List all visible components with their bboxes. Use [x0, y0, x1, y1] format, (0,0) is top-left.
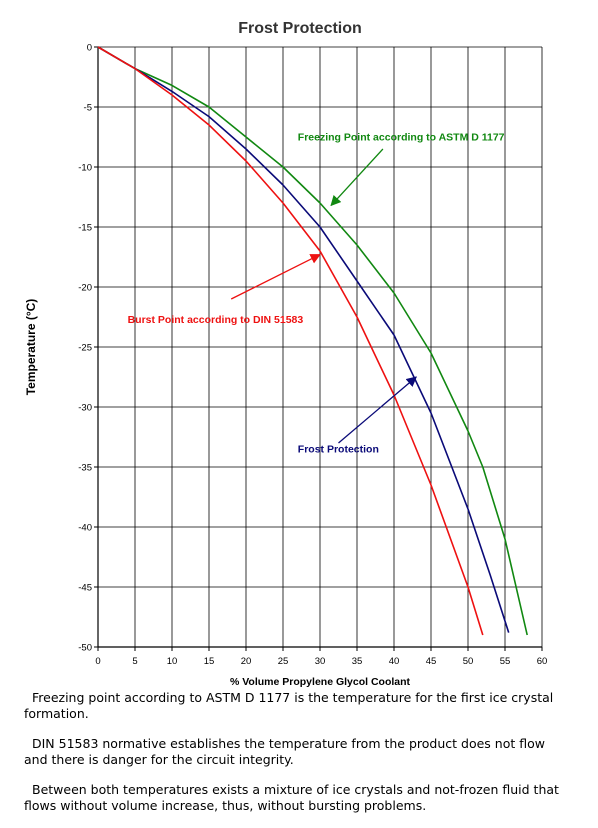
grid — [94, 46, 543, 651]
note-astm: Freezing point according to ASTM D 1177 … — [24, 690, 554, 721]
x-tick-label: 35 — [352, 656, 363, 667]
x-tick-label: 20 — [241, 656, 252, 667]
series-line — [97, 46, 484, 636]
note-din: DIN 51583 normative establishes the temp… — [24, 736, 545, 767]
x-tick-label: 15 — [204, 656, 215, 667]
x-tick-label: 25 — [278, 656, 289, 667]
explanatory-notes: Freezing point according to ASTM D 1177 … — [24, 690, 564, 828]
annotations: Freezing Point according to ASTM D 1177 F… — [128, 132, 505, 456]
x-tick-label: 5 — [132, 656, 137, 667]
x-tick-label: 55 — [500, 656, 511, 667]
y-tick-label: -20 — [78, 283, 92, 294]
annotation-label: Frost Protection — [298, 444, 379, 456]
y-tick-label: -40 — [78, 523, 92, 534]
x-tick-label: 40 — [389, 656, 400, 667]
series-line — [97, 46, 510, 633]
y-tick-label: -35 — [78, 463, 92, 474]
annotation-arrow — [338, 376, 417, 444]
annotation-arrow — [230, 254, 321, 300]
annotation-arrow — [330, 148, 384, 207]
y-tick-label: 0 — [87, 43, 92, 54]
annotation-label: Freezing Point according to ASTM D 1177 — [298, 132, 505, 144]
series-line — [97, 46, 528, 636]
y-tick-label: -5 — [84, 103, 92, 114]
frost-protection-chart: Frost Protection 0 5 10 15 20 25 30 35 40 45 50 55 6… — [24, 20, 547, 688]
annotation-label: Burst Point according to DIN 51583 — [128, 314, 304, 326]
series-lines — [97, 46, 528, 636]
y-axis-label: Temperature (°C) — [24, 299, 38, 396]
x-tick-label: 10 — [167, 656, 178, 667]
x-tick-label: 0 — [95, 656, 100, 667]
y-tick-label: -30 — [78, 403, 92, 414]
chart-title: Frost Protection — [238, 20, 362, 37]
y-tick-label: -45 — [78, 583, 92, 594]
x-tick-label: 60 — [537, 656, 548, 667]
x-tick-label: 30 — [315, 656, 326, 667]
y-tick-label: -50 — [78, 643, 92, 654]
tick-labels: 0 5 10 15 20 25 30 35 40 45 50 55 60 0 -5 -10 -15 -20 -25 -… — [78, 43, 547, 668]
note-mixture: Between both temperatures exists a mixtu… — [24, 782, 559, 813]
x-tick-label: 50 — [463, 656, 474, 667]
y-tick-label: -10 — [78, 163, 92, 174]
y-tick-label: -15 — [78, 223, 92, 234]
y-tick-label: -25 — [78, 343, 92, 354]
x-axis-label: % Volume Propylene Glycol Coolant — [230, 676, 411, 688]
x-tick-label: 45 — [426, 656, 437, 667]
